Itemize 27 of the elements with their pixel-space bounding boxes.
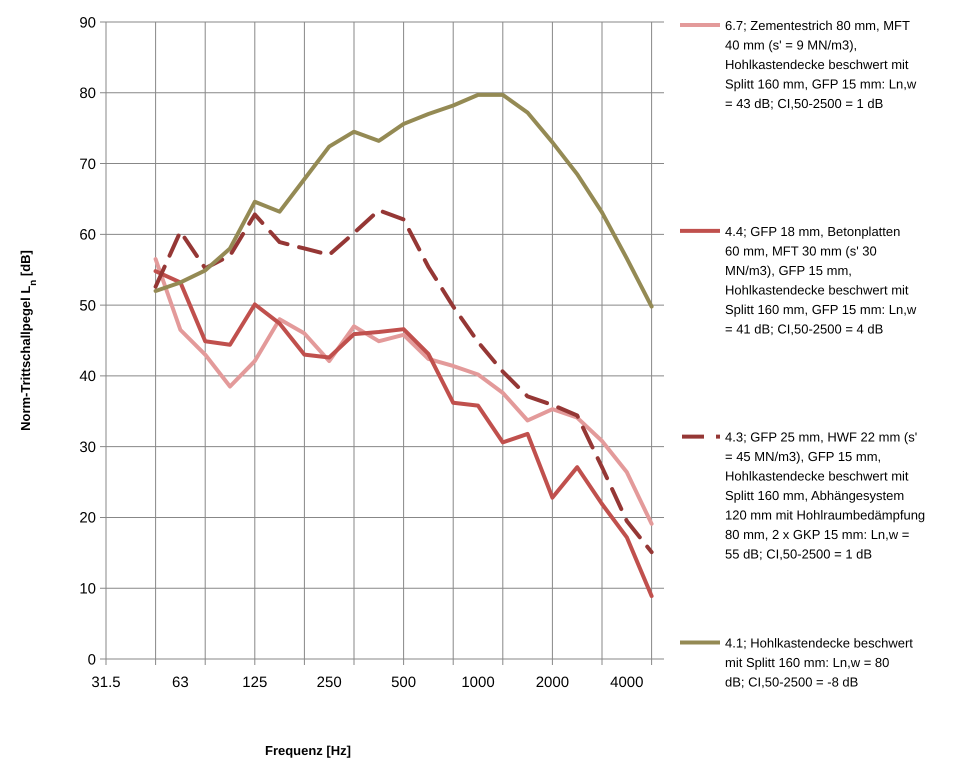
y-tick-label: 50 xyxy=(79,297,96,314)
legend-label: 6.7; Zementestrich 80 mm, MFT 40 mm (s' = 9 MN/m3), Hohlkastendecke beschwert mit Splitt 160 mm, GFP 15 mm: Ln,w = 43 dB; CI,50-2500 = 1 dB xyxy=(725,18,917,111)
line-series xyxy=(154,257,654,526)
legend-label: 4.3; GFP 25 mm, HWF 22 mm (s' = 45 MN/m3), GFP 15 mm, Hohlkastendecke beschwert mit Splitt 160 mm, Abhängesystem 120 mm mit Hohlraumbedämpfung 80 mm, 2 x GKP 15 mm: Ln,w = 55 dB; CI,50-2500 = 1 dB xyxy=(725,430,926,562)
x-axis-title: Frequenz [Hz] xyxy=(265,743,351,758)
x-tick-label: 2000 xyxy=(536,674,570,691)
y-tick-label: 0 xyxy=(88,651,96,668)
y-tick-label: 40 xyxy=(79,368,96,386)
x-tick-label: 4000 xyxy=(610,674,644,691)
line-series xyxy=(154,269,654,598)
legend-label: 4.4; GFP 18 mm, Betonplatten 60 mm, MFT 30 mm (s' 30 MN/m3), GFP 15 mm, Hohlkastendecke beschwert mit Splitt 160 mm, GFP 15 mm: Ln,w = 41 dB; CI,50-2500 = 4 dB xyxy=(725,224,917,336)
x-tick-label: 250 xyxy=(316,674,342,691)
y-tick-label: 60 xyxy=(79,226,96,244)
x-tick-label: 500 xyxy=(391,674,416,691)
y-tick-label: 10 xyxy=(79,580,96,598)
y-tick-label: 30 xyxy=(79,438,96,456)
x-tick-label: 63 xyxy=(172,674,189,691)
x-tick-label: 1000 xyxy=(461,674,495,691)
x-tick-label: 125 xyxy=(242,674,268,691)
line-series xyxy=(154,208,654,554)
y-tick-label: 20 xyxy=(79,510,96,527)
x-tick-label: 31.5 xyxy=(91,674,121,691)
line-series xyxy=(154,92,654,309)
y-tick-label: 90 xyxy=(79,14,96,32)
y-tick-label: 70 xyxy=(79,156,96,173)
y-tick-label: 80 xyxy=(79,85,96,102)
legend-label: 4.1; Hohlkastendecke beschwert mit Splitt 160 mm: Ln,w = 80 dB; CI,50-2500 = -8 dB xyxy=(725,636,914,690)
